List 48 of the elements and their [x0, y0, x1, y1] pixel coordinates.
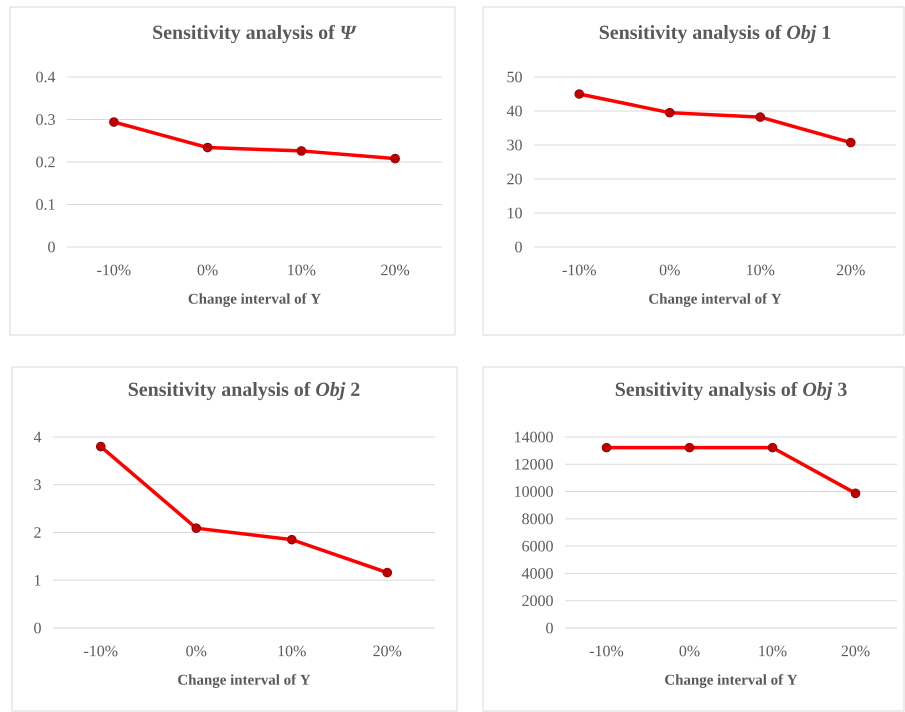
y-tick-label: 2000 — [522, 595, 553, 606]
y-tick-label: 4000 — [522, 568, 553, 579]
x-tick-label: -10% — [97, 264, 131, 276]
y-tick-label: 4 — [34, 432, 42, 442]
x-tick-label: 20% — [373, 646, 402, 656]
y-tick-label: 40 — [506, 106, 522, 116]
x-tick-label: 10% — [759, 646, 787, 656]
y-tick-label: 10000 — [515, 486, 553, 497]
x-tick-label: 10% — [288, 264, 316, 276]
y-tick-label: 1 — [34, 574, 41, 586]
x-tick-label: 0% — [186, 646, 206, 656]
y-tick-label: 10 — [508, 208, 522, 218]
y-tick-label: 6000 — [522, 540, 553, 552]
x-tick-label: -10% — [84, 646, 118, 656]
y-tick-label: 30 — [507, 140, 522, 150]
chart-title: Sensitivity analysis of Ψ — [153, 24, 357, 44]
chart-title: Sensitivity analysis of Obj 3 — [616, 382, 847, 400]
x-axis-title: Change interval of Υ — [178, 674, 310, 688]
y-tick-label: 0.4 — [36, 72, 56, 82]
x-tick-label: 0% — [660, 264, 680, 276]
y-tick-label: 8000 — [522, 513, 553, 524]
y-tick-label: 2 — [34, 527, 41, 538]
x-tick-label: -10% — [590, 646, 624, 656]
x-axis-title: Change interval of Υ — [665, 674, 798, 688]
chart-title: Sensitivity analysis of Obj 2 — [128, 382, 360, 400]
chart-title: Sensitivity analysis of Obj 1 — [600, 24, 830, 44]
y-tick-label: 0.1 — [36, 199, 55, 210]
y-tick-label: 0 — [546, 622, 553, 634]
x-tick-label: -10% — [562, 264, 596, 276]
x-tick-label: 0% — [198, 264, 218, 276]
y-tick-label: 0 — [48, 242, 55, 252]
y-tick-label: 12000 — [515, 458, 553, 470]
x-tick-label: 20% — [836, 264, 865, 276]
x-tick-label: 20% — [381, 264, 410, 276]
x-tick-label: 0% — [679, 646, 700, 656]
y-tick-label: 14000 — [515, 432, 553, 442]
y-tick-label: 0.3 — [36, 114, 55, 125]
x-axis-title: Change interval of Υ — [188, 293, 321, 307]
y-tick-label: 0 — [34, 622, 41, 634]
y-tick-label: 50 — [507, 72, 522, 82]
x-tick-label: 10% — [747, 264, 774, 276]
x-tick-label: 20% — [842, 646, 870, 656]
y-tick-label: 20 — [507, 174, 522, 184]
x-axis-title: Change interval of Υ — [649, 293, 782, 307]
y-tick-label: 0.2 — [36, 156, 55, 168]
y-tick-label: 3 — [34, 479, 41, 490]
x-tick-label: 10% — [278, 646, 306, 656]
y-tick-label: 0 — [515, 242, 522, 252]
